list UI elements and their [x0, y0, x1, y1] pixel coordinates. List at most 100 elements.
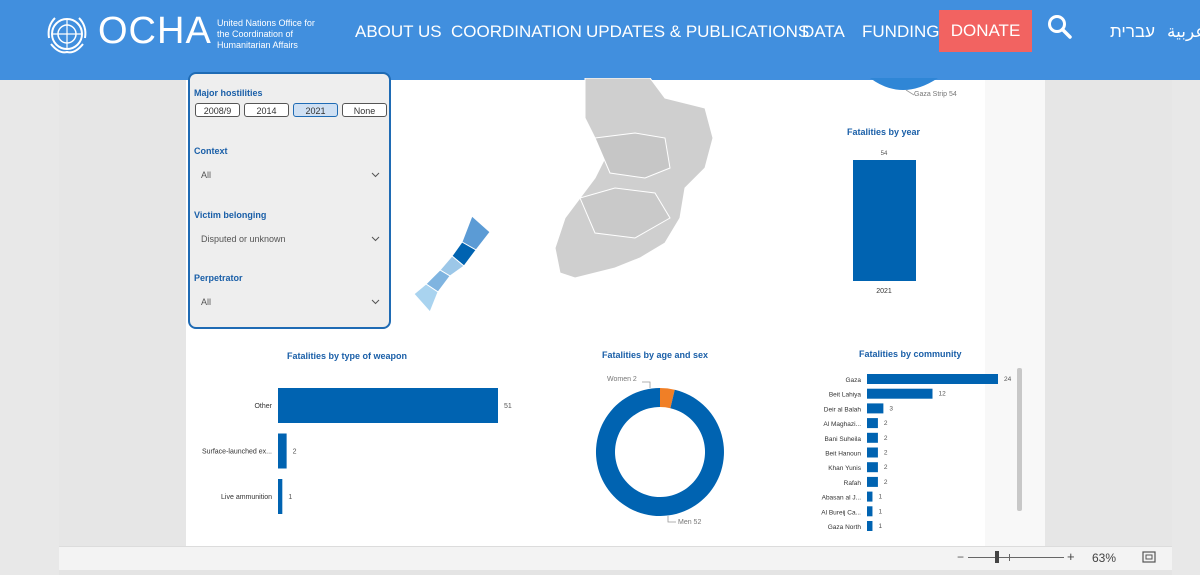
community-category-label: Beit Lahiya — [829, 392, 862, 399]
weapon-category-label: Live ammunition — [221, 494, 272, 501]
age-sex-donut-chart — [595, 381, 724, 523]
community-bar — [867, 462, 878, 473]
community-bar-value: 1 — [878, 508, 882, 515]
gaza-strip-map[interactable] — [412, 214, 494, 314]
report-bottom-bar — [59, 546, 1172, 571]
nav-about-us[interactable]: ABOUT US — [355, 22, 442, 41]
donut-leader-women — [642, 381, 651, 388]
un-emblem-icon[interactable] — [45, 12, 89, 56]
community-category-label: Khan Yunis — [828, 465, 862, 472]
year-chart: 54 2021 — [853, 151, 916, 295]
chevron-down-icon[interactable] — [371, 297, 380, 306]
hostility-option-2008-9[interactable]: 2008/9 — [195, 103, 240, 117]
zoom-slider-track[interactable] — [968, 557, 1064, 558]
community-category-label: Beit Hanoun — [825, 451, 861, 458]
perpetrator-label: Perpetrator — [194, 273, 243, 283]
community-bar-value: 12 — [939, 391, 947, 398]
weapon-bar-value: 51 — [504, 403, 512, 410]
community-bar — [867, 418, 878, 429]
community-category-label: Gaza — [845, 377, 861, 384]
community-bar — [867, 491, 873, 502]
west-bank-map[interactable] — [555, 78, 715, 282]
community-category-label: Deir al Balah — [824, 406, 862, 413]
donut-slice-men — [595, 388, 724, 516]
victim-belonging-dropdown-value[interactable]: Disputed or unknown — [201, 234, 286, 244]
community-chart-scrollbar[interactable] — [1017, 368, 1022, 511]
community-bar-value: 2 — [884, 479, 888, 486]
hostility-option-2021[interactable]: 2021 — [293, 103, 338, 117]
donut-leader-men — [667, 516, 676, 523]
weapon-bar — [278, 388, 498, 423]
weapon-chart-title: Fatalities by type of weapon — [287, 351, 408, 361]
year-bar — [853, 160, 916, 281]
report-right-margin — [985, 80, 1045, 546]
search-icon[interactable] — [1046, 13, 1074, 41]
fit-to-page-icon[interactable] — [1142, 551, 1156, 563]
zoom-slider-tick — [1009, 554, 1010, 561]
donate-button[interactable]: DONATE — [939, 10, 1032, 52]
victim-belonging-label: Victim belonging — [194, 210, 267, 220]
community-bar-value: 2 — [884, 450, 888, 457]
community-bar — [867, 403, 884, 414]
nav-updates-publications[interactable]: UPDATES & PUBLICATIONS — [586, 22, 810, 41]
gaza-strip-label: Gaza Strip 54 — [914, 91, 957, 98]
zoom-level: 63% — [1092, 551, 1117, 565]
donut-label-women: Women 2 — [607, 376, 637, 383]
community-bar-value: 1 — [878, 523, 882, 530]
nav-funding[interactable]: FUNDING — [862, 22, 940, 41]
community-bar-value: 24 — [1004, 376, 1012, 383]
context-label: Context — [194, 146, 228, 156]
perpetrator-dropdown-value[interactable]: All — [201, 297, 212, 307]
major-hostilities-label: Major hostilities — [194, 88, 263, 98]
context-dropdown-value[interactable]: All — [201, 170, 212, 180]
community-bar-value: 2 — [884, 435, 888, 442]
community-bar — [867, 447, 878, 458]
year-bar-value: 54 — [881, 151, 888, 157]
weapon-chart: Other 51 Surface-launched ex... 2 Live ammun… — [202, 388, 512, 514]
year-tick-label: 2021 — [876, 288, 892, 295]
year-chart-title: Fatalities by year — [847, 127, 921, 137]
ocha-logo-text[interactable]: OCHA — [98, 10, 212, 52]
community-bar-value: 2 — [884, 464, 888, 471]
community-bar — [867, 432, 878, 443]
weapon-category-label: Surface-launched ex... — [202, 449, 272, 456]
community-bar-value: 2 — [884, 420, 888, 427]
ocha-logo-subtitle: United Nations Office for the Coordinati… — [217, 18, 315, 50]
age-sex-chart-title: Fatalities by age and sex — [602, 350, 709, 360]
community-category-label: Rafah — [844, 480, 862, 487]
community-bar — [867, 476, 878, 487]
chevron-down-icon[interactable] — [371, 234, 380, 243]
nav-data[interactable]: DATA — [802, 22, 845, 41]
nav-coordination[interactable]: COORDINATION — [451, 22, 582, 41]
community-bar — [867, 374, 998, 384]
community-chart-title: Fatalities by community — [859, 349, 962, 359]
community-bar-value: 1 — [878, 494, 882, 501]
weapon-bar-value: 1 — [288, 494, 292, 501]
community-category-label: Abasan al J... — [822, 495, 862, 502]
community-category-label: Bani Suheila — [825, 436, 862, 443]
language-arabic-link[interactable]: عربية — [1167, 22, 1200, 41]
chevron-down-icon[interactable] — [371, 170, 380, 179]
community-category-label: Al Bureij Ca... — [821, 509, 861, 516]
zoom-out-icon[interactable]: − — [957, 550, 965, 564]
hostility-option-2014[interactable]: 2014 — [244, 103, 289, 117]
community-category-label: Gaza North — [828, 524, 862, 531]
weapon-bar — [278, 433, 287, 469]
donut-slice-women — [660, 388, 675, 409]
weapon-category-label: Other — [254, 403, 272, 410]
community-bar — [867, 388, 933, 399]
community-bar — [867, 506, 873, 517]
gaza-strip-pie-fragment — [870, 78, 938, 96]
community-bar-value: 3 — [889, 405, 893, 412]
language-hebrew-link[interactable]: עברית — [1110, 22, 1155, 41]
community-category-label: Al Maghazi... — [823, 421, 861, 428]
report-bottom-border — [59, 570, 1172, 575]
community-bar — [867, 521, 873, 531]
hostility-option-none[interactable]: None — [342, 103, 387, 117]
zoom-in-icon[interactable]: + — [1067, 549, 1075, 564]
zoom-slider-thumb[interactable] — [995, 551, 999, 563]
weapon-bar — [278, 479, 283, 514]
donut-label-men: Men 52 — [678, 519, 702, 526]
weapon-bar-value: 2 — [293, 449, 297, 456]
